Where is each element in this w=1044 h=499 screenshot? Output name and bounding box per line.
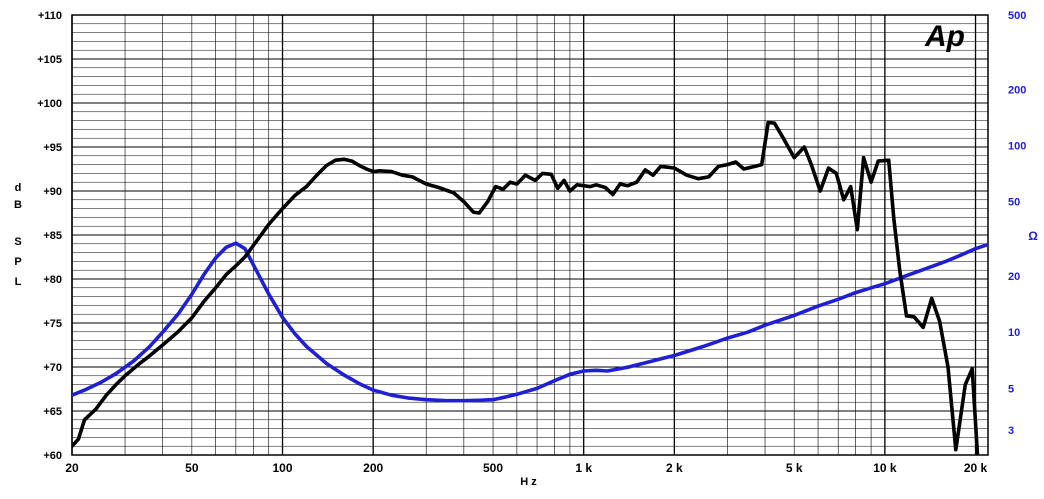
y2-tick-label: 500: [1008, 10, 1026, 22]
x-tick-label: 5 k: [786, 461, 803, 475]
x-tick-label: 2 k: [666, 461, 683, 475]
x-tick-label: 1 k: [575, 461, 592, 475]
x-tick-label: 50: [185, 461, 199, 475]
spl-curve: [72, 120, 980, 455]
y2-tick-label: 20: [1008, 271, 1020, 283]
y-tick-label: +80: [43, 274, 62, 286]
x-tick-label: 20: [65, 461, 79, 475]
y-title-s: S: [14, 236, 21, 248]
y2-tick-label: 10: [1008, 327, 1020, 339]
y-tick-label: +60: [43, 450, 62, 462]
x-tick-label: 200: [363, 461, 383, 475]
y-axis-title: d B S P L: [14, 182, 22, 288]
y-tick-label: +90: [43, 186, 62, 198]
y2-tick-label: 3: [1008, 425, 1014, 437]
x-tick-label: 20 k: [964, 461, 988, 475]
y2-tick-label: 200: [1008, 84, 1026, 96]
y-tick-label: +75: [43, 318, 62, 330]
y-title-p: P: [14, 256, 21, 268]
plot-frame: [71, 14, 989, 456]
y-tick-label: +65: [43, 406, 62, 418]
x-tick-label: 10 k: [873, 461, 897, 475]
x-axis-title: Hz: [520, 476, 539, 488]
impedance-curve: [72, 241, 988, 403]
y-tick-label: +110: [38, 10, 62, 22]
x-tick-label: 100: [272, 461, 292, 475]
y-tick-label: +85: [43, 230, 62, 242]
y-title-d: d: [15, 182, 22, 194]
tick-labels: +110 +105 +100 +95 +90 +85 +80 +75 +70 +65 +60 500 2…: [37, 10, 1026, 475]
y-tick-label: +70: [43, 362, 62, 374]
y2-tick-label: 50: [1008, 197, 1020, 209]
x-tick-label: 500: [483, 461, 503, 475]
y2-tick-label: 100: [1008, 141, 1026, 153]
y-title-b: B: [14, 199, 22, 211]
y-tick-label: +105: [37, 54, 62, 66]
y2-axis-title: Ω: [1028, 229, 1038, 243]
y-tick-label: +100: [37, 98, 62, 110]
y-title-l: L: [15, 276, 22, 288]
y-tick-label: +95: [43, 142, 62, 154]
series-lines: [72, 120, 988, 455]
y2-tick-label: 5: [1008, 383, 1014, 395]
ap-logo: Ap: [924, 20, 965, 53]
